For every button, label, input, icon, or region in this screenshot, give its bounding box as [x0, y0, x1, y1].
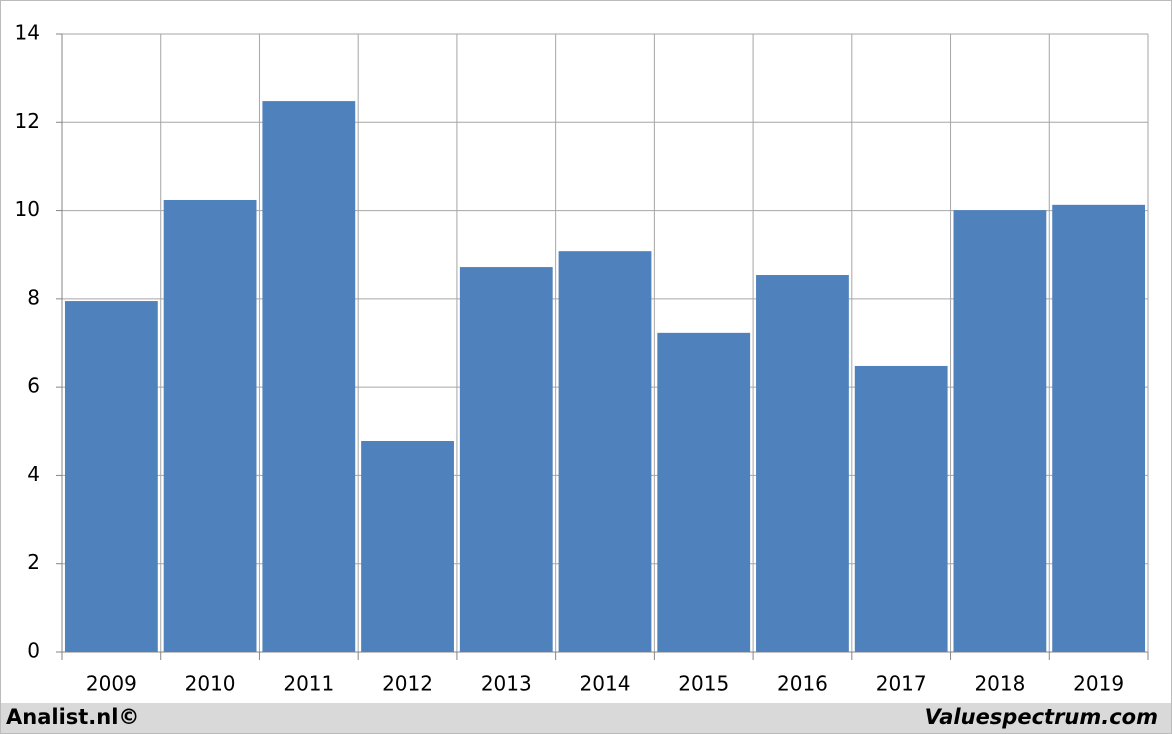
footer-left: Analist.nl©: [6, 705, 139, 729]
x-tick-label: 2009: [86, 672, 137, 696]
y-tick-label: 14: [15, 21, 40, 45]
x-tick-label: 2017: [876, 672, 927, 696]
bar: [756, 275, 849, 652]
y-tick-label: 2: [27, 550, 40, 574]
bar: [361, 440, 454, 652]
x-tick-label: 2011: [283, 672, 334, 696]
x-tick-label: 2019: [1073, 672, 1124, 696]
bar: [854, 365, 948, 652]
y-tick-label: 0: [27, 639, 40, 663]
x-tick-label: 2018: [974, 672, 1025, 696]
bar: [64, 301, 158, 652]
y-tick-label: 6: [27, 374, 40, 398]
y-tick-label: 8: [27, 285, 40, 309]
bar: [953, 210, 1047, 652]
footer-band: [1, 703, 1171, 733]
x-tick-label: 2010: [185, 672, 236, 696]
bar: [657, 332, 751, 652]
bar: [558, 251, 652, 652]
y-tick-label: 10: [15, 197, 40, 221]
bar: [163, 199, 257, 652]
x-tick-label: 2012: [382, 672, 433, 696]
x-tick-label: 2014: [580, 672, 631, 696]
x-tick-label: 2015: [678, 672, 729, 696]
y-tick-label: 12: [15, 109, 40, 133]
bar: [459, 267, 553, 652]
x-tick-label: 2016: [777, 672, 828, 696]
y-tick-label: 4: [27, 462, 40, 486]
bar: [1052, 204, 1146, 652]
footer-right: Valuespectrum.com: [925, 705, 1158, 729]
x-tick-label: 2013: [481, 672, 532, 696]
bar: [262, 101, 356, 652]
